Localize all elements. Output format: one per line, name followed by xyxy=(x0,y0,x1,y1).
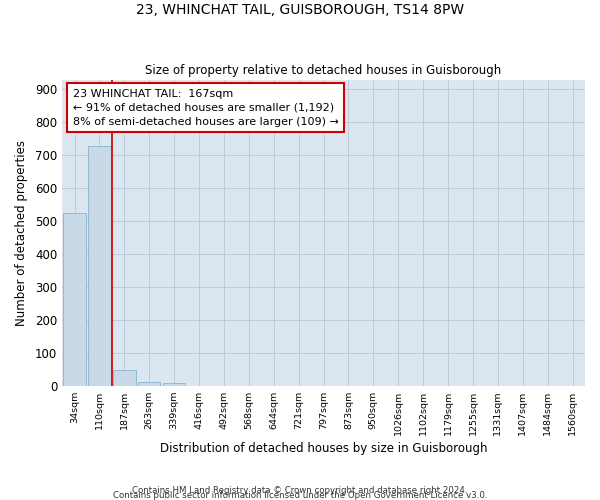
Text: Contains HM Land Registry data © Crown copyright and database right 2024.: Contains HM Land Registry data © Crown c… xyxy=(132,486,468,495)
Title: Size of property relative to detached houses in Guisborough: Size of property relative to detached ho… xyxy=(145,64,502,77)
Bar xyxy=(64,213,86,386)
Bar xyxy=(163,383,185,386)
Bar xyxy=(138,382,160,386)
Text: 23 WHINCHAT TAIL:  167sqm
← 91% of detached houses are smaller (1,192)
8% of sem: 23 WHINCHAT TAIL: 167sqm ← 91% of detach… xyxy=(73,88,338,126)
Bar xyxy=(113,370,136,386)
Y-axis label: Number of detached properties: Number of detached properties xyxy=(15,140,28,326)
Bar xyxy=(88,146,110,386)
Text: Contains public sector information licensed under the Open Government Licence v3: Contains public sector information licen… xyxy=(113,490,487,500)
X-axis label: Distribution of detached houses by size in Guisborough: Distribution of detached houses by size … xyxy=(160,442,487,455)
Text: 23, WHINCHAT TAIL, GUISBOROUGH, TS14 8PW: 23, WHINCHAT TAIL, GUISBOROUGH, TS14 8PW xyxy=(136,2,464,16)
